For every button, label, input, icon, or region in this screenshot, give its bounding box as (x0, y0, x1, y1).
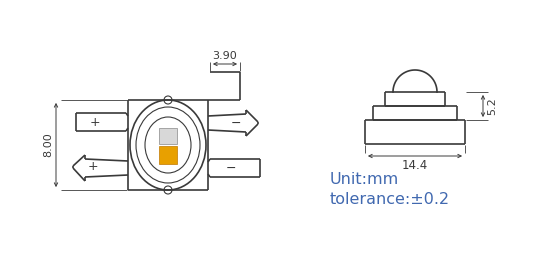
Text: tolerance:±0.2: tolerance:±0.2 (330, 192, 450, 208)
Text: 8.00: 8.00 (43, 133, 53, 157)
Bar (159, 146, 177, 164)
Text: −: − (225, 161, 236, 175)
Text: +: + (89, 116, 100, 128)
Text: −: − (231, 117, 241, 130)
Text: 5.2: 5.2 (487, 97, 497, 115)
Text: 14.4: 14.4 (402, 159, 428, 172)
Text: Unit:mm: Unit:mm (330, 172, 399, 188)
Text: +: + (88, 161, 98, 174)
Text: 3.90: 3.90 (212, 51, 237, 61)
Bar (159, 128, 177, 144)
